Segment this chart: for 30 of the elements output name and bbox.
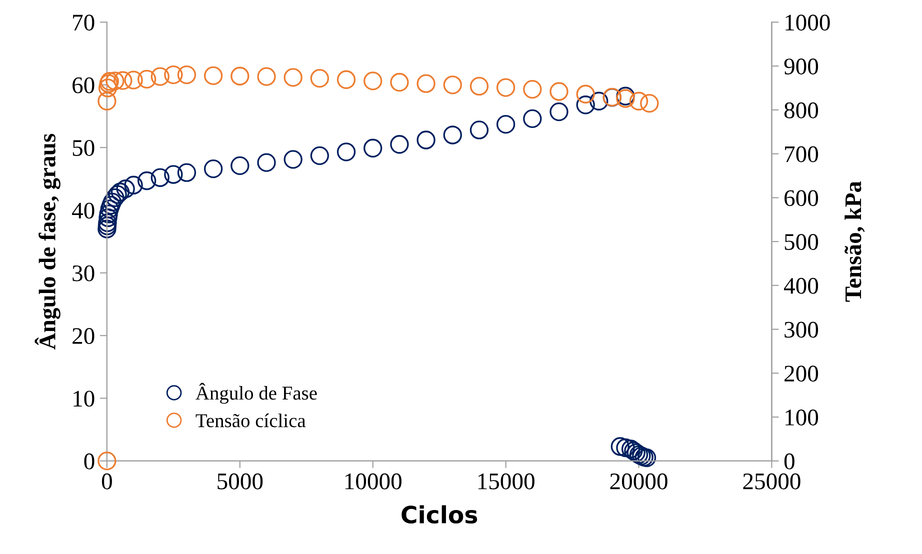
- x-axis-title: Ciclos: [402, 505, 478, 524]
- y2-tick-label: 700: [785, 146, 818, 162]
- legend-label: Tensão cíclica: [196, 414, 306, 428]
- x-tick-label: 5000: [218, 473, 263, 490]
- x-tick-label: 25000: [743, 473, 800, 490]
- y2-axis-title: Tensão, kPa: [844, 181, 865, 302]
- y-axis-title: Ângulo de fase, graus: [34, 134, 60, 350]
- y-tick-label: 40: [72, 202, 94, 219]
- y-tick-label: 30: [72, 265, 94, 282]
- y2-tick-label: 1000: [786, 14, 830, 31]
- y-tick-label: 50: [72, 140, 94, 156]
- y-tick-label: 20: [72, 328, 94, 344]
- y2-tick-label: 600: [784, 190, 818, 206]
- y2-tick-label: 200: [784, 366, 818, 382]
- y2-tick-label: 500: [784, 234, 818, 250]
- y2-tick-label: 400: [784, 278, 818, 294]
- y-tick-label: 0: [84, 453, 94, 470]
- y2-tick-label: 800: [784, 102, 818, 118]
- y2-tick-label: 100: [786, 410, 818, 426]
- y2-tick-label: 0: [784, 453, 794, 470]
- x-tick-label: 10000: [345, 473, 402, 490]
- x-tick-label: 0: [102, 473, 112, 490]
- y-tick-label: 10: [74, 390, 94, 407]
- y-tick-label: 70: [73, 14, 94, 31]
- x-tick-label: 15000: [478, 473, 534, 490]
- y2-tick-label: 900: [784, 58, 818, 74]
- x-tick-label: 20000: [610, 473, 668, 490]
- y2-tick-label: 300: [784, 322, 818, 338]
- legend-label: Ângulo de Fase: [196, 382, 317, 404]
- y-tick-label: 60: [72, 77, 94, 94]
